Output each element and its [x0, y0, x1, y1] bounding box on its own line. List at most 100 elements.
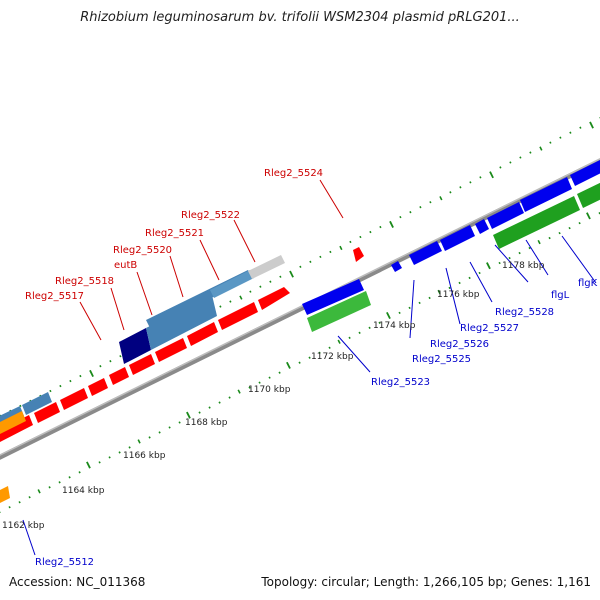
gene-red-5524[interactable]	[353, 247, 364, 262]
gene-blue-5526[interactable]	[409, 241, 442, 265]
gene-red-9[interactable]	[34, 402, 60, 423]
tick-major	[489, 171, 494, 179]
gene-blue-5528b[interactable]	[487, 202, 524, 229]
backbone-line	[0, 158, 600, 460]
tick-minor	[337, 339, 341, 344]
label-Rleg2_5517[interactable]: Rleg2_5517	[25, 291, 84, 302]
tick-minor	[69, 379, 72, 383]
tick-minor	[469, 181, 472, 184]
tick-major	[389, 220, 394, 228]
tick-minor	[68, 476, 71, 479]
gene-steelblue-eutB[interactable]	[146, 295, 217, 350]
tick-major	[286, 361, 291, 369]
label-Rleg2_5523[interactable]: Rleg2_5523	[371, 377, 430, 388]
tick-minor	[148, 436, 151, 439]
tick-minor	[339, 245, 343, 251]
inner-tick-row	[0, 212, 600, 514]
tick-minor	[549, 141, 552, 144]
scale-label-1162: 1162 kbp	[2, 521, 45, 531]
tick-minor	[18, 501, 21, 504]
tick-minor	[299, 265, 302, 268]
gene-steelblue-left[interactable]	[22, 392, 52, 415]
tick-minor	[498, 261, 501, 265]
gene-red-2[interactable]	[218, 302, 258, 330]
label-flgL[interactable]: flgL	[551, 290, 570, 301]
tick-minor	[37, 489, 41, 494]
label-Rleg2_5521[interactable]: Rleg2_5521	[145, 228, 204, 239]
gene-lightgreen-5523[interactable]	[307, 291, 371, 332]
gene-blue-5523[interactable]	[302, 279, 364, 315]
gene-red-10[interactable]	[0, 415, 33, 442]
tick-major	[386, 311, 391, 320]
gene-red-4[interactable]	[155, 338, 187, 362]
gene-blue-5525[interactable]	[391, 261, 402, 272]
tick-minor	[28, 496, 31, 499]
gene-labels-blue: flgK flgL Rleg2_5528 Rleg2_5527 Rleg2_55…	[35, 278, 598, 568]
tick-minor	[248, 386, 251, 389]
tick-minor	[568, 226, 571, 230]
tick-minor	[219, 305, 222, 308]
scale-label-1164: 1164 kbp	[62, 486, 105, 496]
tick-minor	[408, 306, 411, 310]
tick-minor	[318, 351, 321, 354]
tick-minor	[249, 290, 252, 293]
tick-minor	[399, 215, 402, 219]
gene-labels-red: Rleg2_5524 Rleg2_5522 Rleg2_5521 Rleg2_5…	[25, 168, 323, 302]
gene-green-far[interactable]	[577, 180, 600, 208]
gene-red-7[interactable]	[88, 378, 108, 396]
tick-minor	[208, 406, 211, 409]
label-Rleg2_5527[interactable]: Rleg2_5527	[460, 323, 519, 334]
tick-minor	[198, 411, 201, 414]
gene-red-5[interactable]	[129, 354, 155, 375]
label-Rleg2_5525[interactable]: Rleg2_5525	[412, 354, 471, 365]
tick-minor	[269, 280, 272, 283]
gene-blue-flgK[interactable]	[570, 157, 600, 186]
tick-minor	[108, 456, 111, 459]
gene-orange-2[interactable]	[0, 486, 10, 504]
gene-blue-5528a[interactable]	[475, 219, 489, 234]
tick-minor	[59, 384, 62, 388]
label-Rleg2_5520[interactable]: Rleg2_5520	[113, 245, 172, 256]
topology-label: Topology: circular; Length: 1,266,105 bp…	[261, 575, 591, 589]
gene-blue-5527[interactable]	[440, 225, 475, 251]
gene-red-1[interactable]	[258, 287, 290, 310]
scale-labels: 1162 kbp 1164 kbp 1166 kbp 1168 kbp 1170…	[2, 261, 545, 531]
gene-green-right[interactable]	[493, 196, 580, 249]
tick-minor	[358, 331, 361, 334]
gene-gray[interactable]	[248, 255, 285, 279]
tick-minor	[419, 206, 422, 209]
scale-label-1176: 1176 kbp	[437, 290, 480, 300]
tick-minor	[368, 326, 371, 329]
label-Rleg2_5518[interactable]: Rleg2_5518	[55, 276, 114, 287]
label-Rleg2_5528[interactable]: Rleg2_5528	[495, 307, 554, 318]
tick-minor	[178, 421, 181, 424]
tick-major	[89, 369, 94, 377]
label-Rleg2_5522[interactable]: Rleg2_5522	[181, 210, 240, 221]
label-flgK[interactable]: flgK	[578, 278, 598, 289]
tick-minor	[298, 361, 301, 364]
gene-steelblue-mid[interactable]	[210, 270, 254, 298]
tick-minor	[137, 439, 141, 444]
tick-major	[289, 270, 294, 278]
gene-features	[0, 157, 600, 504]
gene-red-8[interactable]	[60, 388, 88, 410]
accession-label: Accession: NC_011368	[9, 575, 146, 589]
label-eutB[interactable]: eutB	[114, 260, 137, 271]
tick-minor	[237, 389, 241, 394]
tick-minor	[349, 240, 352, 244]
tick-minor	[99, 364, 102, 368]
tick-minor	[78, 471, 81, 474]
gene-red-3[interactable]	[187, 322, 218, 346]
tick-minor	[359, 235, 362, 239]
scale-label-1178: 1178 kbp	[502, 261, 545, 271]
scale-label-1170: 1170 kbp	[248, 385, 291, 395]
tick-minor	[437, 289, 441, 295]
label-Rleg2_5524[interactable]: Rleg2_5524	[264, 168, 323, 179]
label-Rleg2_5526[interactable]: Rleg2_5526	[430, 339, 489, 350]
label-Rleg2_5512[interactable]: Rleg2_5512	[35, 557, 94, 568]
gene-blue-flgL[interactable]	[520, 177, 572, 212]
gene-orange-1[interactable]	[0, 411, 26, 435]
tick-minor	[459, 186, 462, 189]
gene-red-6[interactable]	[109, 367, 129, 385]
gene-navy-eutB[interactable]	[119, 328, 151, 364]
